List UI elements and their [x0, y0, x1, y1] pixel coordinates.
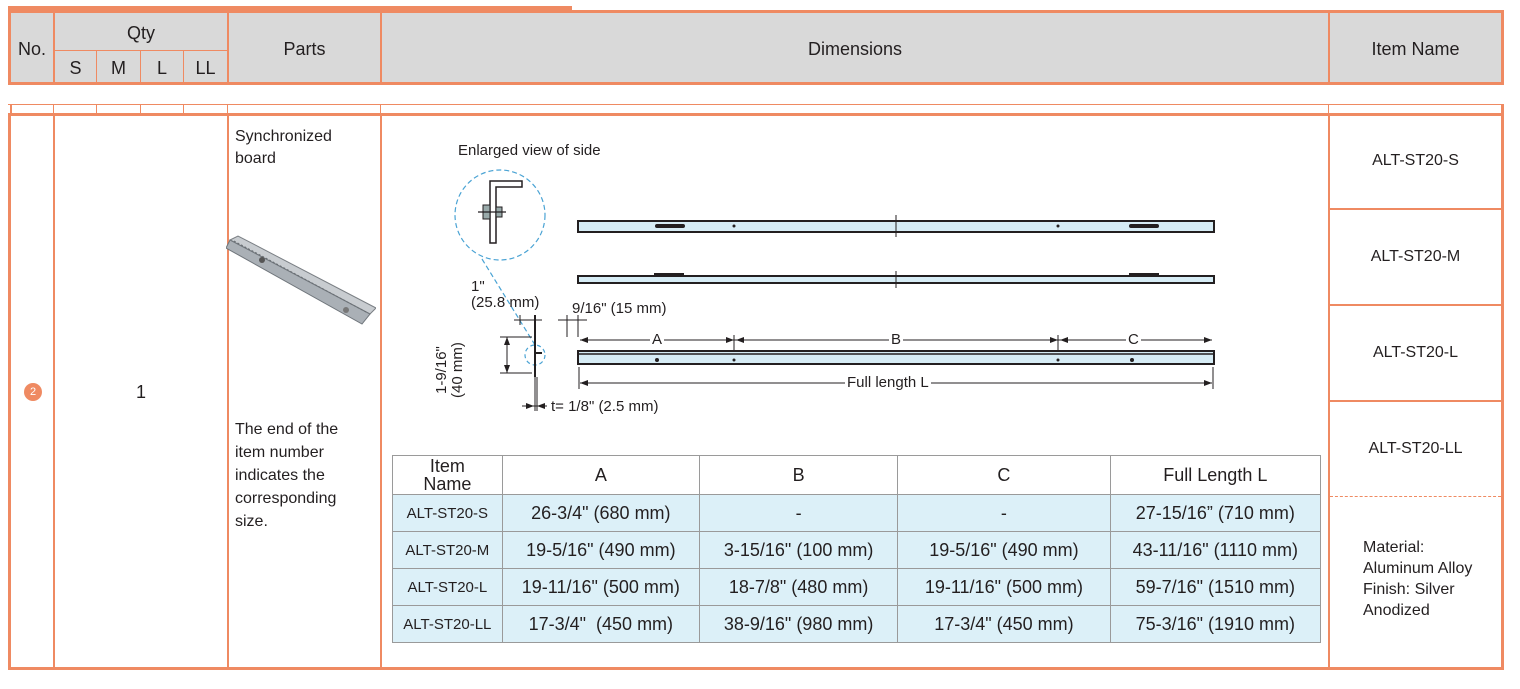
enlarged-view-label: Enlarged view of side [458, 142, 601, 159]
spec-cell: ALT-ST20-M [392, 531, 503, 569]
synchronized-board-image [226, 235, 376, 325]
spec-header-item-name: Item Name [392, 455, 503, 495]
dimension-drawing [454, 169, 1215, 411]
spec-cell: 19-5/16" (490 mm) [501, 531, 700, 569]
header-item-name: Item Name [1371, 38, 1460, 59]
dim-a-label: A [650, 331, 665, 348]
material-finish: Material: Aluminum Alloy Finish: Silver … [1363, 539, 1473, 619]
dim-height-label: 1-9/16" (40 mm) [433, 332, 497, 402]
dim-9-16-label: 9/16" (15 mm) [572, 300, 667, 317]
spec-cell: - [897, 494, 1111, 532]
full-length-label: Full length L [845, 374, 931, 391]
table-row: ALT-ST20-LL 17-3/4" (450 mm) 38-9/16" (9… [392, 605, 1322, 643]
spec-cell: 59-7/16" (1510 mm) [1109, 568, 1322, 606]
table-row: ALT-ST20-M 19-5/16" (490 mm) 3-15/16" (1… [392, 531, 1322, 569]
spec-cell: 17-3/4" (450 mm) [501, 605, 700, 643]
spec-header-a: A [501, 455, 700, 495]
item-name-ll: ALT-ST20-LL [1368, 440, 1463, 457]
dim-25-8-label: (25.8 mm) [471, 294, 540, 311]
header-size-l: L [156, 57, 167, 78]
spec-cell: 19-5/16" (490 mm) [897, 531, 1111, 569]
dim-thickness-label: t= 1/8" (2.5 mm) [551, 398, 659, 415]
header-qty: Qty [126, 22, 155, 43]
item-name-s: ALT-ST20-S [1372, 151, 1459, 169]
dim-c-label: C [1126, 331, 1141, 348]
spec-header-b: B [698, 455, 899, 495]
header-size-ll: LL [195, 57, 216, 78]
spec-cell: 38-9/16" (980 mm) [698, 605, 899, 643]
dim-40mm-label: (40 mm) [449, 342, 466, 398]
spec-cell: ALT-ST20-LL [392, 605, 503, 643]
spec-cell: ALT-ST20-L [392, 568, 503, 606]
spec-header-full-length: Full Length L [1109, 455, 1322, 495]
header-size-s: S [69, 57, 82, 78]
spec-table: Item Name A B C Full Length L ALT-ST20-S… [392, 455, 1322, 643]
spec-cell: 3-15/16" (100 mm) [698, 531, 899, 569]
spec-cell: 26-3/4" (680 mm) [501, 494, 700, 532]
row-qty: 1 [135, 382, 146, 402]
table-body-row [8, 113, 1504, 670]
spec-cell: 27-15/16” (710 mm) [1109, 494, 1322, 532]
spec-table-header: Item Name A B C Full Length L [392, 455, 1322, 495]
spec-cell: 19-11/16" (500 mm) [897, 568, 1111, 606]
table-header [8, 13, 1504, 85]
spec-cell: 17-3/4" (450 mm) [897, 605, 1111, 643]
spec-header-c: C [897, 455, 1111, 495]
top-accent-bar [8, 6, 572, 13]
spec-cell: 18-7/8" (480 mm) [698, 568, 899, 606]
row-number-badge: 2 [24, 383, 42, 401]
spec-cell: - [698, 494, 899, 532]
spec-cell: 43-11/16" (1110 mm) [1109, 531, 1322, 569]
table-row: ALT-ST20-L 19-11/16" (500 mm) 18-7/8" (4… [392, 568, 1322, 606]
header-no: No. [17, 38, 46, 59]
header-parts: Parts [283, 38, 326, 59]
part-name: Synchronized board [235, 128, 332, 167]
dim-b-label: B [889, 331, 904, 348]
row-number: 2 [29, 386, 37, 398]
item-name-l: ALT-ST20-L [1372, 344, 1459, 361]
table-row: ALT-ST20-S 26-3/4" (680 mm) - - 27-15/16… [392, 494, 1322, 532]
header-size-m: M [111, 57, 126, 78]
dim-1in-label: 1" [471, 278, 485, 295]
spec-cell: 19-11/16" (500 mm) [501, 568, 700, 606]
dim-1-9-16-label: 1-9/16" [433, 346, 450, 394]
header-dimensions: Dimensions [807, 38, 903, 59]
item-name-m: ALT-ST20-M [1370, 248, 1461, 265]
top-accent-line [572, 10, 1504, 13]
spec-cell: ALT-ST20-S [392, 494, 503, 532]
part-note: The end of the item number indicates the… [235, 421, 339, 530]
spec-cell: 75-3/16" (1910 mm) [1109, 605, 1322, 643]
